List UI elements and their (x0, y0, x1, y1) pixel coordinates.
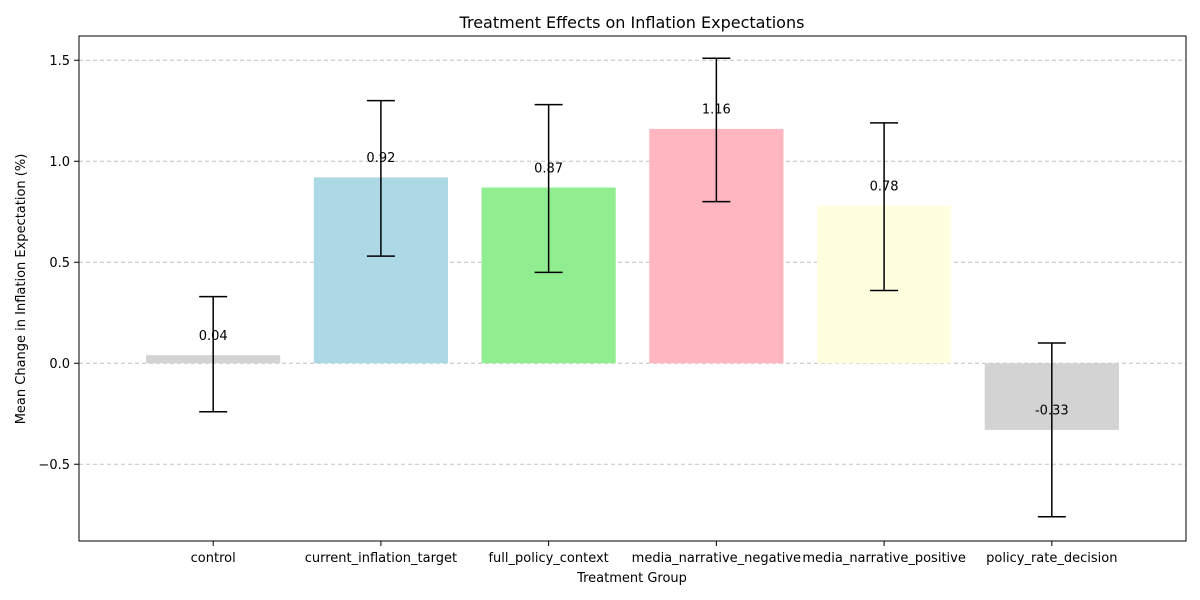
y-axis-ticks: −0.5 0.0 0.5 1.0 1.5 (38, 54, 79, 473)
bars (146, 128, 1119, 430)
x-tick-label: current_inflation_target (305, 551, 457, 566)
x-tick-label: policy_rate_decision (986, 551, 1117, 566)
x-tick-label: control (191, 551, 236, 566)
y-tick-label: 1.0 (49, 155, 70, 170)
y-tick-label: −0.5 (38, 458, 70, 473)
y-tick-label: 0.5 (49, 256, 70, 271)
chart-title: Treatment Effects on Inflation Expectati… (459, 13, 805, 32)
y-axis-label: Mean Change in Inflation Expectation (%) (14, 154, 29, 425)
data-label: 0.78 (870, 179, 899, 194)
x-tick-label: media_narrative_negative (632, 551, 801, 566)
error-bars (199, 57, 1066, 518)
x-axis-ticks: control current_inflation_target full_poli… (191, 541, 1117, 566)
x-tick-label: full_policy_context (488, 551, 608, 566)
data-labels: 0.04 0.92 0.87 1.16 0.78 -0.33 (199, 103, 1069, 419)
data-label: 0.87 (534, 161, 563, 176)
y-tick-label: 1.5 (49, 54, 70, 69)
plot-frame (78, 35, 1187, 542)
y-tick-label: 0.0 (49, 357, 70, 372)
x-tick-label: media_narrative_positive (802, 551, 966, 566)
data-label: 0.92 (366, 151, 395, 166)
data-label: 0.04 (199, 329, 228, 344)
data-label: 1.16 (702, 103, 731, 118)
x-axis-label: Treatment Group (576, 571, 687, 586)
data-label: -0.33 (1035, 404, 1069, 419)
